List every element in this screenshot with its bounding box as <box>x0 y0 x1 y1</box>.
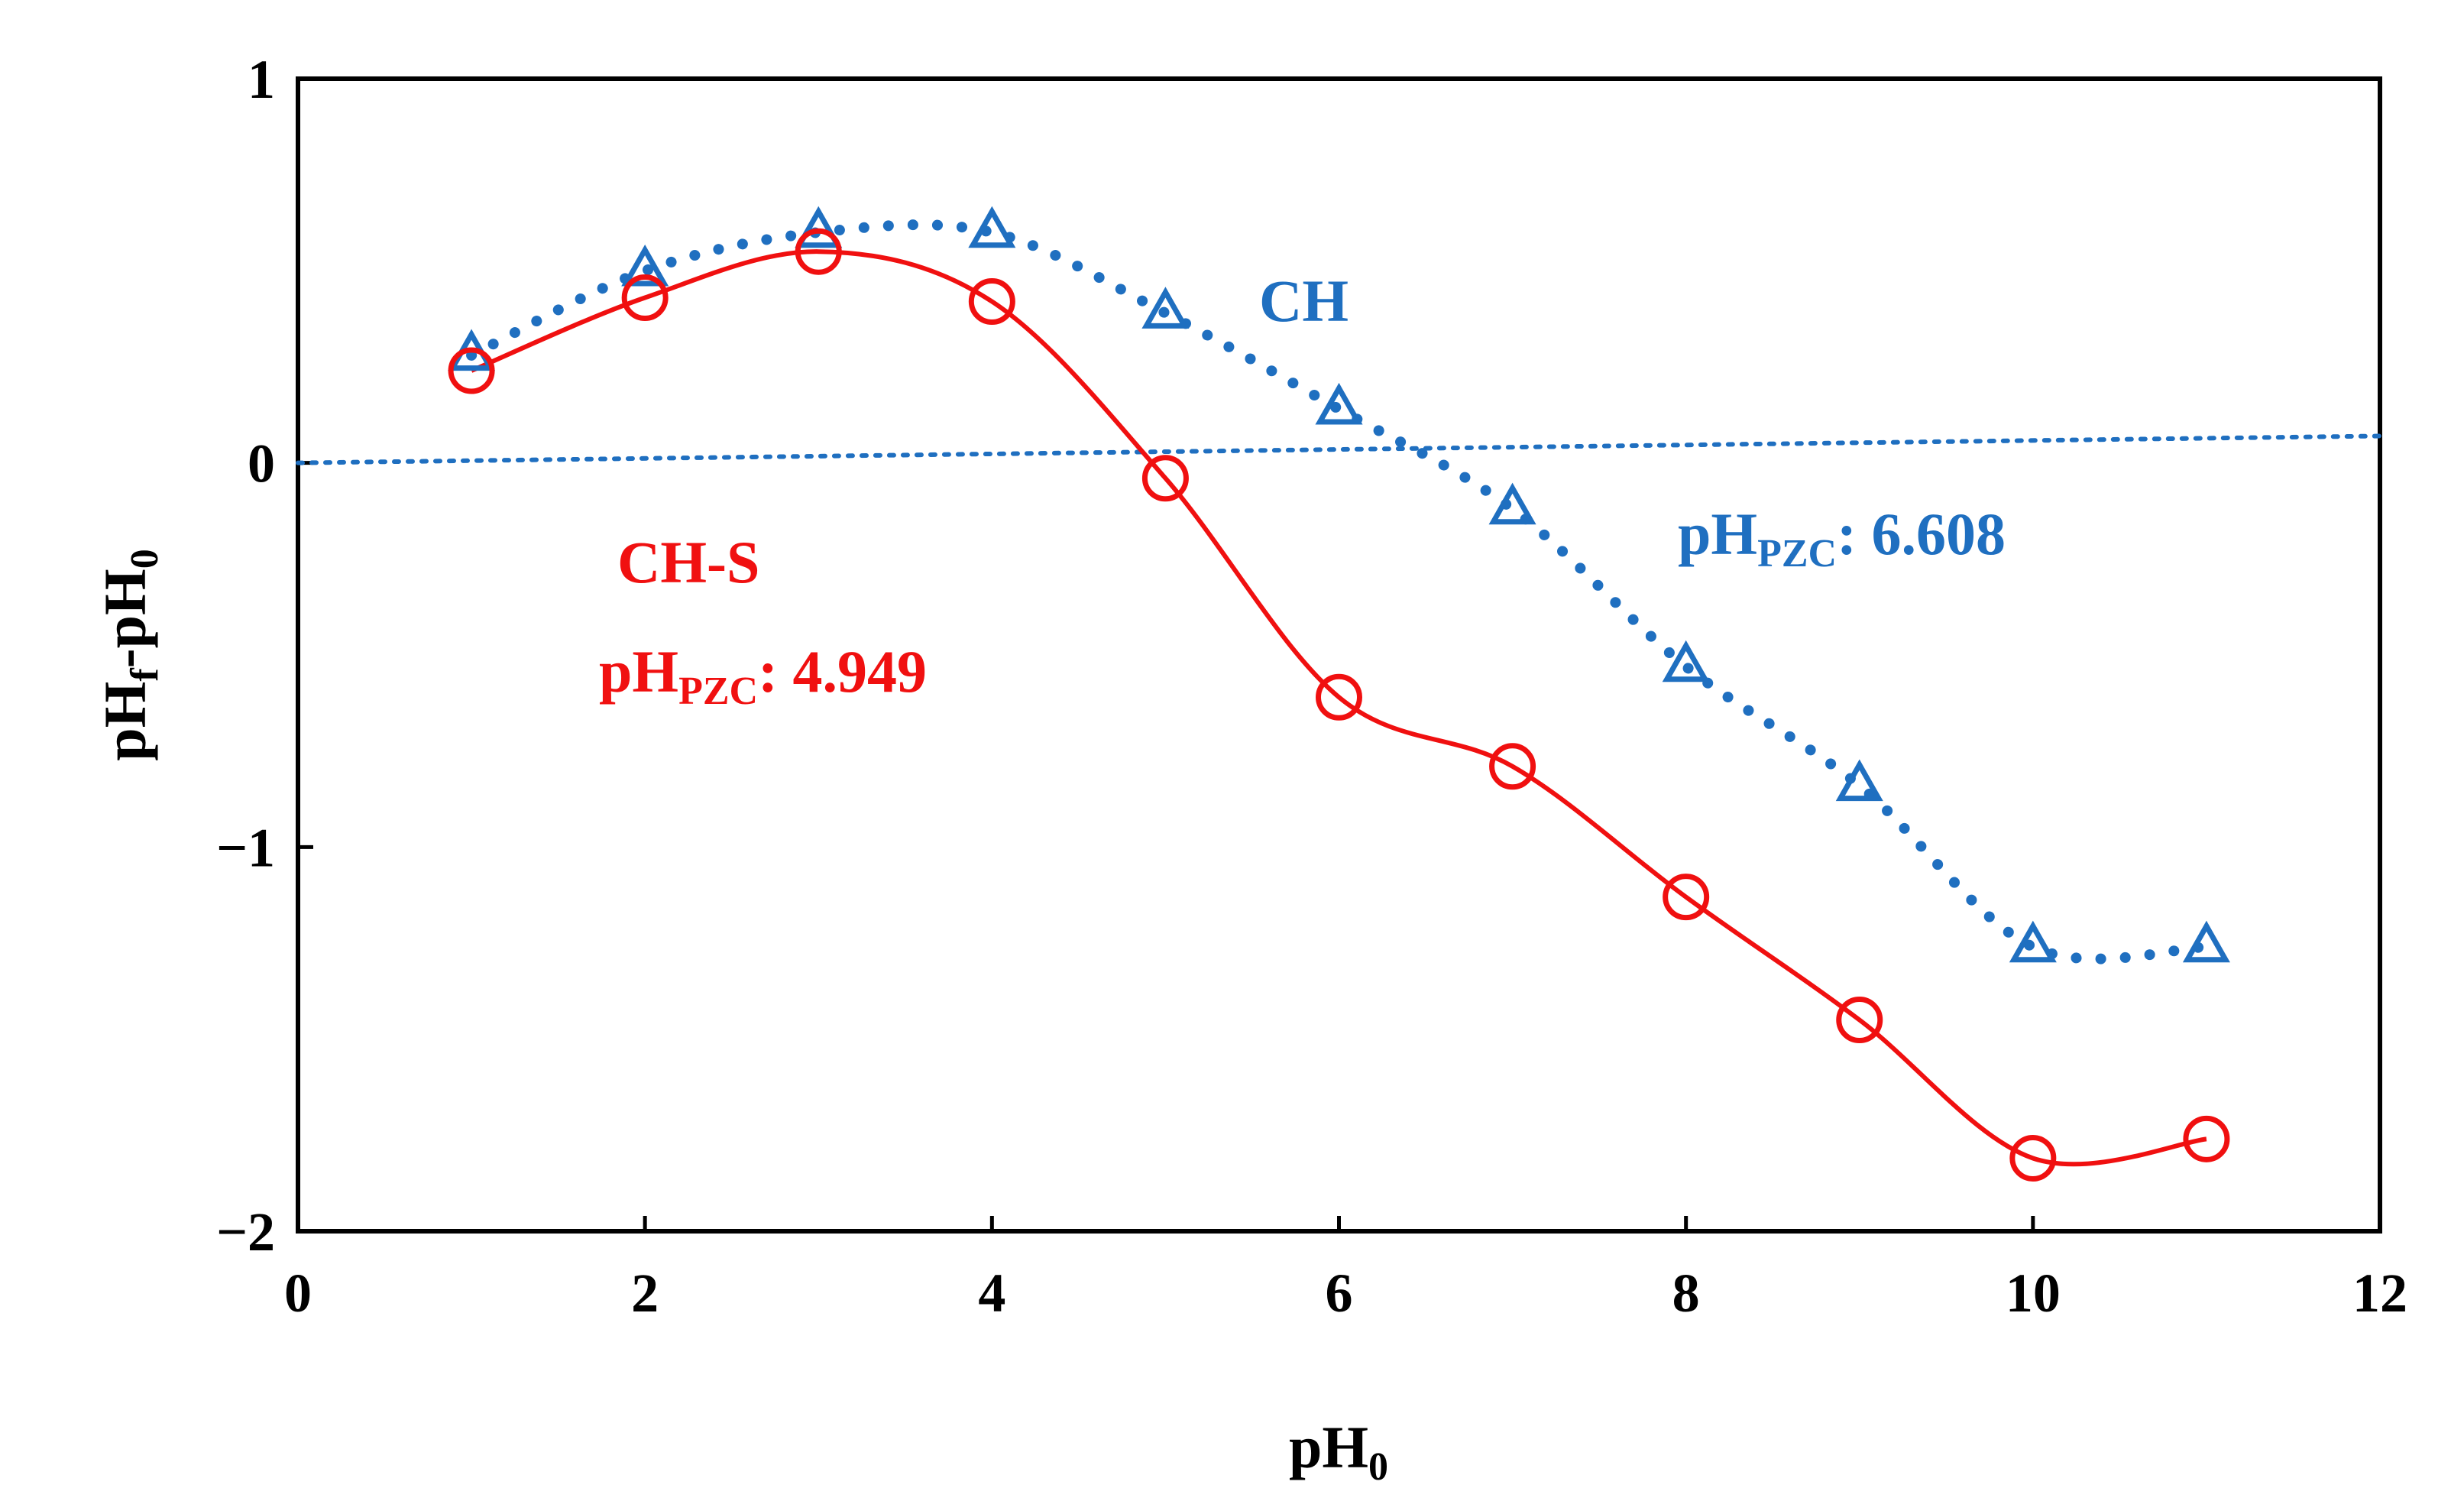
marker-ch <box>2182 920 2230 963</box>
annotation-ch-pzc: pHPZC: 6.608 <box>1678 501 2006 575</box>
series-line-ch-s <box>470 249 2207 1167</box>
y-tick-label: −1 <box>216 817 275 878</box>
marker-ch <box>2009 920 2057 963</box>
annotation-chs-label: CH-S <box>617 529 759 595</box>
x-tick-label: 4 <box>978 1263 1005 1324</box>
zero-reference-line-layer <box>296 433 2382 465</box>
annotation-chs-pzc-sub: PZC <box>678 669 758 713</box>
x-axis-title-main: pH <box>1289 1414 1368 1480</box>
markers-layer <box>448 206 2230 1182</box>
annotation-ch-pzc-prefix: pH <box>1678 501 1757 567</box>
marker-ch-s <box>795 228 842 275</box>
marker-ch <box>1662 640 1710 682</box>
annotation-chs-pzc: pHPZC: 4.949 <box>599 638 927 713</box>
marker-ch-s <box>1836 997 1883 1044</box>
marker-ch <box>621 244 669 287</box>
annotation-chs-pzc-prefix: pH <box>599 638 678 705</box>
x-tick-label: 8 <box>1672 1263 1700 1324</box>
y-axis-title-sub-f: f <box>123 668 167 682</box>
ticks-layer: 0 2 4 6 8 10 12 −2 −1 0 1 <box>216 49 2407 1324</box>
marker-ch <box>1835 759 1883 802</box>
annotation-ch-pzc-sub: PZC <box>1757 532 1837 575</box>
marker-ch-s <box>2009 1134 2057 1182</box>
x-tick-label: 0 <box>284 1263 312 1324</box>
annotation-ch-label: CH <box>1259 267 1349 334</box>
y-axis-title: pHf-pH0 <box>92 549 167 760</box>
marker-ch <box>1141 287 1190 329</box>
annotation-chs-pzc-suffix: : 4.949 <box>758 638 927 705</box>
marker-ch-s <box>2183 1115 2230 1162</box>
marker-ch-s <box>1141 455 1189 502</box>
y-axis-title-sep: -pH <box>92 569 158 668</box>
marker-ch <box>1488 482 1536 525</box>
marker-ch-s <box>968 278 1015 326</box>
marker-ch-s <box>621 274 669 322</box>
annotation-ch-pzc-suffix: : 6.608 <box>1837 501 2006 567</box>
y-axis-title-main: pH <box>92 682 158 761</box>
y-tick-label: 1 <box>248 49 275 110</box>
x-tick-label: 10 <box>2006 1263 2061 1324</box>
x-tick-label: 12 <box>2352 1263 2407 1324</box>
marker-ch-s <box>1316 673 1362 721</box>
marker-ch <box>795 206 843 248</box>
x-tick-label: 6 <box>1326 1263 1353 1324</box>
y-tick-label: −2 <box>216 1201 275 1263</box>
marker-ch <box>968 206 1016 248</box>
marker-ch-s <box>1663 874 1710 921</box>
y-tick-label: 0 <box>248 433 275 494</box>
x-axis-title-sub: 0 <box>1368 1445 1388 1489</box>
x-axis-title: pH0 <box>1289 1414 1388 1489</box>
marker-ch <box>1315 382 1363 425</box>
zero-reference-line <box>296 433 2382 465</box>
x-tick-label: 2 <box>631 1263 659 1324</box>
y-axis-title-sub-0: 0 <box>123 549 167 569</box>
marker-ch-s <box>448 347 495 394</box>
marker-ch-s <box>1489 743 1536 790</box>
